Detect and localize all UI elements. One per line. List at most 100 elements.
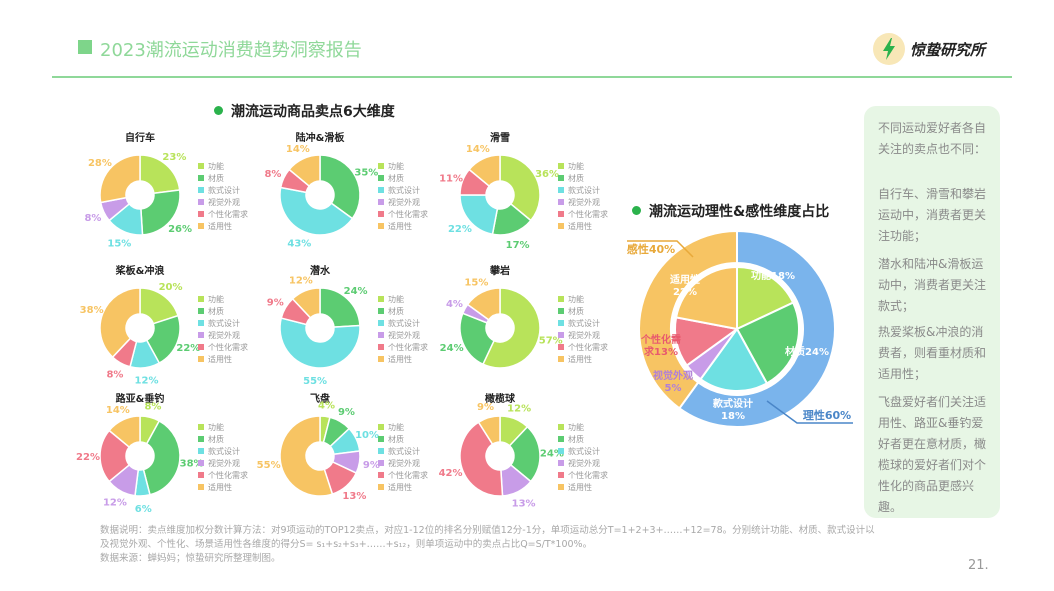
legend-label: 适用性 bbox=[208, 221, 232, 231]
legend-swatch bbox=[378, 296, 384, 302]
legend-label: 视觉外观 bbox=[568, 197, 600, 207]
legend-label: 款式设计 bbox=[388, 318, 420, 328]
data-label: 12% bbox=[289, 276, 313, 287]
legend-label: 款式设计 bbox=[208, 185, 240, 195]
legend-label: 材质 bbox=[388, 173, 404, 183]
donut-slice bbox=[481, 287, 541, 369]
donut-slice bbox=[508, 425, 541, 483]
legend-swatch bbox=[198, 223, 204, 229]
data-label: 17% bbox=[506, 240, 530, 251]
brand-name: 惊蛰研究所 bbox=[910, 41, 986, 59]
data-label: 11% bbox=[439, 173, 463, 184]
legend-swatch bbox=[198, 211, 204, 217]
legend-swatch bbox=[198, 163, 204, 169]
legend-label: 视觉外观 bbox=[388, 197, 420, 207]
chart-title: 滑雪 bbox=[490, 131, 510, 144]
data-label: 14% bbox=[286, 144, 310, 155]
data-label: 8% bbox=[106, 370, 123, 381]
legend-swatch bbox=[558, 484, 564, 490]
data-label: 22% bbox=[76, 452, 100, 463]
legend-swatch bbox=[378, 356, 384, 362]
legend-swatch bbox=[558, 211, 564, 217]
legend-swatch bbox=[378, 448, 384, 454]
legend-swatch bbox=[198, 344, 204, 350]
legend-label: 个性化需求 bbox=[568, 209, 608, 219]
legend-swatch bbox=[558, 472, 564, 478]
inner-pie-slice bbox=[674, 265, 738, 331]
legend-label: 适用性 bbox=[208, 354, 232, 364]
data-label: 28% bbox=[88, 158, 112, 169]
legend-swatch bbox=[198, 332, 204, 338]
footnote-line-3: 数据来源：蝉妈妈；惊蛰研究所整理制图。 bbox=[100, 553, 281, 564]
outer-donut-slice bbox=[677, 229, 836, 428]
legend-swatch bbox=[198, 356, 204, 362]
chart-title: 橄榄球 bbox=[485, 392, 516, 405]
legend-label: 个性化需求 bbox=[208, 209, 248, 219]
legend-label: 个性化需求 bbox=[568, 342, 608, 352]
legend-swatch bbox=[378, 424, 384, 430]
legend-swatch bbox=[558, 460, 564, 466]
data-label: 26% bbox=[168, 224, 192, 235]
data-label: 4% bbox=[318, 400, 335, 411]
donut-slice bbox=[499, 154, 541, 222]
data-label: 55% bbox=[303, 376, 327, 387]
data-label: 12% bbox=[103, 498, 127, 509]
legend-label: 功能 bbox=[208, 294, 224, 304]
legend-label: 功能 bbox=[388, 294, 404, 304]
legend-label: 适用性 bbox=[388, 354, 412, 364]
legend-swatch bbox=[198, 187, 204, 193]
legend-swatch bbox=[198, 484, 204, 490]
donut-slice bbox=[291, 287, 321, 319]
legend-label: 材质 bbox=[208, 306, 224, 316]
legend-swatch bbox=[378, 187, 384, 193]
donut-slice bbox=[279, 317, 361, 369]
data-label: 9% bbox=[477, 402, 494, 413]
legend-label: 适用性 bbox=[208, 482, 232, 492]
legend-swatch bbox=[558, 332, 564, 338]
legend-label: 个性化需求 bbox=[208, 470, 248, 480]
data-label: 57% bbox=[539, 335, 563, 346]
legend-swatch bbox=[378, 308, 384, 314]
page-number: 21. bbox=[968, 558, 989, 573]
data-label: 14% bbox=[106, 405, 130, 416]
legend-label: 款式设计 bbox=[568, 318, 600, 328]
data-label: 38% bbox=[80, 305, 104, 316]
data-label: 36% bbox=[535, 169, 559, 180]
legend-swatch bbox=[558, 175, 564, 181]
legend-label: 功能 bbox=[568, 161, 584, 171]
legend-swatch bbox=[558, 163, 564, 169]
legend-swatch bbox=[198, 320, 204, 326]
chart-title: 潜水 bbox=[310, 264, 331, 277]
page-header: 2023潮流运动消费趋势洞察报告 惊蛰研究所 bbox=[0, 0, 1054, 80]
data-label: 38% bbox=[180, 459, 204, 470]
data-label: 24% bbox=[540, 449, 564, 460]
legend-swatch bbox=[378, 484, 384, 490]
legend-swatch bbox=[198, 308, 204, 314]
legend-label: 适用性 bbox=[388, 221, 412, 231]
legend-swatch bbox=[198, 199, 204, 205]
legend-swatch bbox=[378, 211, 384, 217]
legend-swatch bbox=[378, 436, 384, 442]
inner-data-label: 视觉外观 5% bbox=[653, 369, 693, 394]
legend-label: 视觉外观 bbox=[388, 458, 420, 468]
legend-swatch bbox=[558, 199, 564, 205]
legend-label: 材质 bbox=[568, 434, 584, 444]
legend-label: 功能 bbox=[568, 294, 584, 304]
legend-swatch bbox=[378, 460, 384, 466]
donut-slice bbox=[99, 287, 141, 359]
data-label: 22% bbox=[176, 343, 200, 354]
data-label: 24% bbox=[344, 286, 368, 297]
chart-title: 陆冲&滑板 bbox=[296, 131, 346, 144]
legend-swatch bbox=[198, 296, 204, 302]
donut-slice bbox=[459, 421, 504, 497]
data-label: 8% bbox=[84, 213, 101, 224]
data-label: 8% bbox=[144, 402, 161, 413]
legend-label: 材质 bbox=[568, 306, 584, 316]
donut-slice bbox=[468, 154, 501, 188]
chart-title: 自行车 bbox=[125, 131, 155, 144]
note-2: 自行车、滑雪和攀岩运动中，消费者更关注功能； bbox=[878, 187, 987, 243]
legend-label: 款式设计 bbox=[568, 185, 600, 195]
chart-title: 飞盘 bbox=[310, 392, 330, 405]
legend-swatch bbox=[198, 448, 204, 454]
leader-line bbox=[627, 240, 694, 258]
